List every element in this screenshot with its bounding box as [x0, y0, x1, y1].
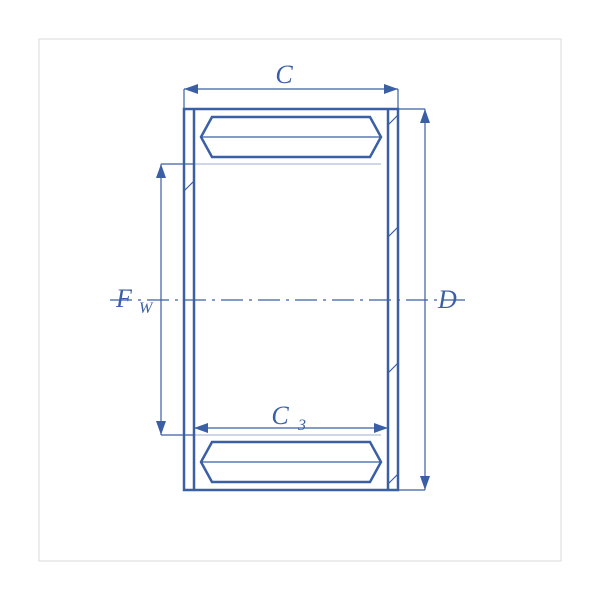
diagram-shape [156, 164, 166, 178]
diagram-shape: 3 [297, 417, 306, 434]
diagram-shape [184, 181, 194, 191]
diagram-shape [420, 109, 430, 123]
diagram-shape [184, 84, 198, 94]
diagram-shape [420, 476, 430, 490]
diagram-shape [194, 423, 208, 433]
diagram-shape [388, 363, 398, 373]
outer-ring [184, 109, 398, 490]
diagram-shape: W [139, 300, 154, 317]
diagram-shape [388, 474, 398, 484]
diagram-shape [156, 421, 166, 435]
label-C3: C [271, 401, 289, 430]
diagram-shape [384, 84, 398, 94]
label-D: D [437, 285, 457, 314]
label-Fw: F [115, 284, 133, 313]
diagram-shape [388, 227, 398, 237]
label-C: C [275, 60, 293, 89]
diagram-shape [388, 115, 398, 125]
diagram-shape [374, 423, 388, 433]
